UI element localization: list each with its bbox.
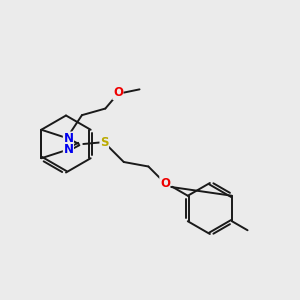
Text: O: O xyxy=(160,176,170,190)
Text: N: N xyxy=(63,143,74,156)
Text: S: S xyxy=(100,136,109,149)
Text: N: N xyxy=(63,132,74,145)
Text: O: O xyxy=(113,86,123,100)
